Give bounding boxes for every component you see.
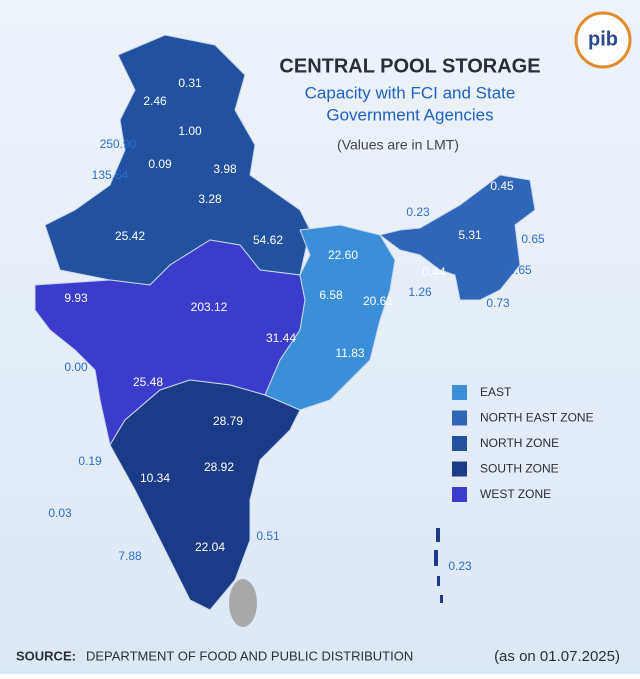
region-value: 6.58 <box>319 288 343 302</box>
region-value: 0.23 <box>406 205 430 219</box>
region-value: 54.62 <box>253 233 283 247</box>
region-value: 3.98 <box>213 162 237 176</box>
source-label: SOURCE: <box>16 648 76 663</box>
region-value: 25.42 <box>115 229 145 243</box>
region-value: 203.12 <box>191 300 228 314</box>
region-value: 250.90 <box>100 137 137 151</box>
region-value: 10.34 <box>140 471 170 485</box>
region-value: 0.51 <box>256 529 280 543</box>
subtitle: Capacity with FCI and State <box>305 83 516 102</box>
region-value: 3.28 <box>198 192 222 206</box>
map-labels: 0.31 2.46 1.00 250.90 0.09 3.98 135.54 3.28 25.4… <box>48 76 545 573</box>
region-value: 0.44 <box>422 265 446 279</box>
source: DEPARTMENT OF FOOD AND PUBLIC DISTRIBUTI… <box>86 648 413 663</box>
region-value: 5.31 <box>458 228 482 242</box>
region-value: 0.65 <box>508 263 532 277</box>
region-value: 22.04 <box>195 540 225 554</box>
region-value: 0.09 <box>148 157 172 171</box>
region-value: 31.44 <box>266 331 296 345</box>
region-value: 0.03 <box>48 506 72 520</box>
legend-label: NORTH ZONE <box>480 436 559 450</box>
legend-swatch <box>452 487 467 502</box>
legend: EAST NORTH EAST ZONE NORTH ZONE SOUTH ZONE W… <box>452 385 594 502</box>
region-value: 0.45 <box>490 179 514 193</box>
region-value: 28.92 <box>204 460 234 474</box>
region-value: 0.65 <box>521 232 545 246</box>
region-value: 0.19 <box>78 454 102 468</box>
region-value: 22.60 <box>328 248 358 262</box>
region-value: 25.48 <box>133 375 163 389</box>
sri-lanka <box>229 579 257 627</box>
region-value: 2.46 <box>143 94 167 108</box>
region-value: 9.93 <box>64 291 88 305</box>
region-value: 135.54 <box>92 168 129 182</box>
logo <box>574 11 632 69</box>
north-east-zone <box>378 174 536 301</box>
logo-text: pib <box>588 28 618 50</box>
region-value: 0.73 <box>486 296 510 310</box>
region-value: 0.31 <box>178 76 202 90</box>
east-zone <box>264 224 396 411</box>
date: (as on 01.07.2025) <box>494 648 620 665</box>
region-value: 11.83 <box>335 346 364 360</box>
note: (Values are in LMT) <box>337 137 459 153</box>
legend-label: SOUTH ZONE <box>480 462 559 476</box>
legend-label: NORTH EAST ZONE <box>480 411 594 425</box>
region-value: 1.26 <box>408 285 432 299</box>
region-value: 28.79 <box>213 414 243 428</box>
region-value: 0.23 <box>448 559 472 573</box>
legend-swatch <box>452 410 467 426</box>
legend-label: WEST ZONE <box>480 487 551 501</box>
region-value: 20.61 <box>363 294 393 308</box>
legend-swatch <box>452 385 467 400</box>
region-value: 7.88 <box>118 549 142 563</box>
region-value: 1.00 <box>178 124 202 138</box>
legend-label: EAST <box>480 385 512 399</box>
legend-swatch <box>452 436 467 451</box>
south-zone <box>109 379 301 611</box>
subtitle: Government Agencies <box>326 105 493 124</box>
islands <box>434 528 443 603</box>
title: CENTRAL POOL STORAGE <box>279 55 540 77</box>
legend-swatch <box>452 461 467 477</box>
map <box>34 34 536 627</box>
region-value: 0.00 <box>64 360 88 374</box>
